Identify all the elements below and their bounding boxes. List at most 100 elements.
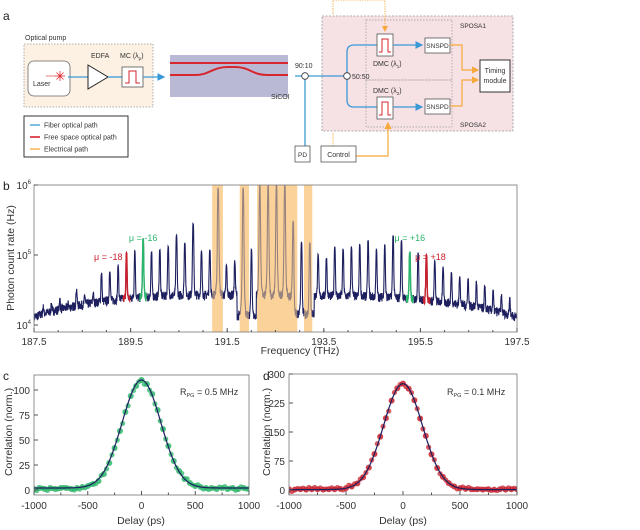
- x-tick-label: 500: [187, 501, 204, 512]
- splitter-50-50: [343, 72, 351, 80]
- laser-label: Laser: [33, 81, 51, 88]
- y-axis-label-d: Correlation (norm.): [261, 388, 273, 476]
- x-axis-label-b: Frequency (THz): [261, 345, 340, 357]
- highlighted-mode-line: [122, 250, 131, 304]
- rpg-annotation-c: RPG = 0.5 MHz: [180, 387, 239, 399]
- optical-pump-label: Optical pump: [25, 35, 66, 42]
- correlation-chart-d: d -1000 -500 0 500 1000 0 75 150 225 300 RPG = 0.…: [261, 369, 529, 527]
- legend: Fiber optical path Free space optical pa…: [23, 115, 129, 158]
- x-tick-label: 0: [139, 501, 145, 512]
- fiber-branch-1: [346, 44, 377, 73]
- mode-annotation: μ = -18: [94, 252, 122, 262]
- y-tick-label: 106: [17, 180, 32, 192]
- x-axis-label-c: Delay (ps): [117, 515, 165, 527]
- legend-label: Electrical path: [44, 147, 88, 154]
- control-box: [320, 145, 357, 163]
- highlighted-mode-line: [422, 252, 431, 306]
- electrical-snspd2-timing: [450, 76, 480, 107]
- splitter2-label: 50:50: [352, 74, 370, 81]
- gaussian-fit-line: [34, 379, 249, 489]
- highlighted-mode-line: [405, 251, 414, 304]
- x-tick-label: -500: [78, 501, 98, 512]
- x-tick-label: 0: [400, 501, 406, 512]
- y-tick-label: 50: [19, 436, 31, 447]
- fiber-branch-2: [346, 79, 377, 108]
- y-tick-label: 0: [24, 486, 30, 497]
- x-tick-label: 195.5: [408, 337, 433, 348]
- x-tick-label: 197.5: [504, 337, 529, 348]
- bandpass-filter-icon: [379, 38, 391, 53]
- y-tick-label: 75: [19, 411, 31, 422]
- y-tick-label: 104: [17, 320, 32, 332]
- bandpass-filter-icon: [125, 70, 140, 84]
- edfa-amplifier-icon: [87, 64, 109, 90]
- edfa-label: EDFA: [91, 53, 110, 60]
- pd-label: PD: [298, 152, 307, 159]
- legend-label: Free space optical path: [44, 135, 117, 142]
- highlighted-mode-line: [139, 237, 148, 302]
- panel-label-c: c: [3, 369, 9, 383]
- dmc2-box: [376, 96, 394, 120]
- filtered-band-overlay: [239, 185, 249, 332]
- splitter-90-10: [301, 72, 309, 80]
- x-tick-label: 500: [452, 501, 469, 512]
- y-tick-label: 0: [279, 486, 285, 497]
- x-tick-label: 191.5: [215, 337, 240, 348]
- snspd2-label: SNSPD: [426, 104, 449, 111]
- dmc1-label: DMC (λ1): [373, 61, 402, 69]
- splitter1-label: 90:10: [295, 63, 313, 70]
- x-tick-label: -500: [336, 501, 356, 512]
- mc-box: [121, 66, 144, 88]
- y-tick-label: 100: [13, 386, 30, 397]
- sicoi-label: SiCOI: [271, 94, 290, 101]
- panel-label-b: b: [3, 179, 10, 193]
- filtered-band-overlay: [303, 185, 313, 332]
- x-tick-label: 193.5: [311, 337, 336, 348]
- x-tick-label: 187.5: [21, 337, 46, 348]
- gaussian-fit-line: [289, 383, 517, 491]
- y-tick-label: 105: [17, 250, 32, 262]
- x-tick-label: 1000: [506, 501, 529, 512]
- y-axis-label-c: Correlation (norm.): [3, 388, 15, 476]
- x-tick-label: -1000: [21, 501, 47, 512]
- setup-diagram: a Optical pump Laser EDFA MC (λp) SiCOI …: [3, 0, 514, 163]
- laser-star-icon: [46, 71, 65, 81]
- mode-annotation: μ = -16: [129, 233, 157, 243]
- filtered-band-overlay: [257, 185, 298, 332]
- timing-label-2: module: [484, 78, 507, 85]
- pd-box: [294, 145, 311, 163]
- rpg-annotation-d: RPG = 0.1 MHz: [447, 387, 506, 399]
- bandpass-filter-icon: [379, 101, 391, 116]
- sposa2-box: [365, 79, 453, 128]
- mode-annotation: μ = +18: [415, 252, 446, 262]
- timing-label-1: Timing: [485, 68, 506, 75]
- sposa1-label: SPOSA1: [460, 23, 486, 30]
- y-tick-label: 300: [268, 370, 285, 381]
- x-tick-label: 1000: [238, 501, 261, 512]
- y-axis-label-b: Photon count rate (Hz): [5, 205, 17, 311]
- spectrum-chart: b 187.5 189.5 191.5 193.5 195.5 197.5 104 105 10…: [3, 179, 530, 357]
- x-tick-label: 189.5: [118, 337, 143, 348]
- panel-label-d: d: [263, 369, 270, 383]
- y-tick-label: 75: [274, 457, 286, 468]
- filtered-band-overlay: [212, 185, 223, 332]
- chip-waveguide-bottom: [170, 66, 288, 76]
- sposa2-label: SPOSA2: [460, 122, 486, 129]
- panel-label-a: a: [3, 9, 10, 23]
- dmc1-box: [376, 33, 394, 57]
- control-line-dmc2: [356, 121, 392, 157]
- y-tick-label: 150: [268, 428, 285, 439]
- y-tick-label: 25: [19, 461, 31, 472]
- mode-annotation: μ = +16: [394, 233, 425, 243]
- timing-module-box: [479, 59, 511, 93]
- correlation-chart-c: c -1000 -500 0 500 1000 0 25 50 75 100 RPG = 0.5 …: [3, 369, 261, 527]
- x-tick-label: -1000: [276, 501, 302, 512]
- mc-label: MC (λp): [120, 53, 144, 61]
- dmc2-label: DMC (λ2): [373, 88, 402, 96]
- snspd1-label: SNSPD: [426, 43, 449, 50]
- y-tick-label: 225: [268, 399, 285, 410]
- electrical-snspd1-timing: [450, 44, 480, 74]
- data-point: [100, 471, 107, 477]
- x-axis-label-d: Delay (ps): [379, 515, 427, 527]
